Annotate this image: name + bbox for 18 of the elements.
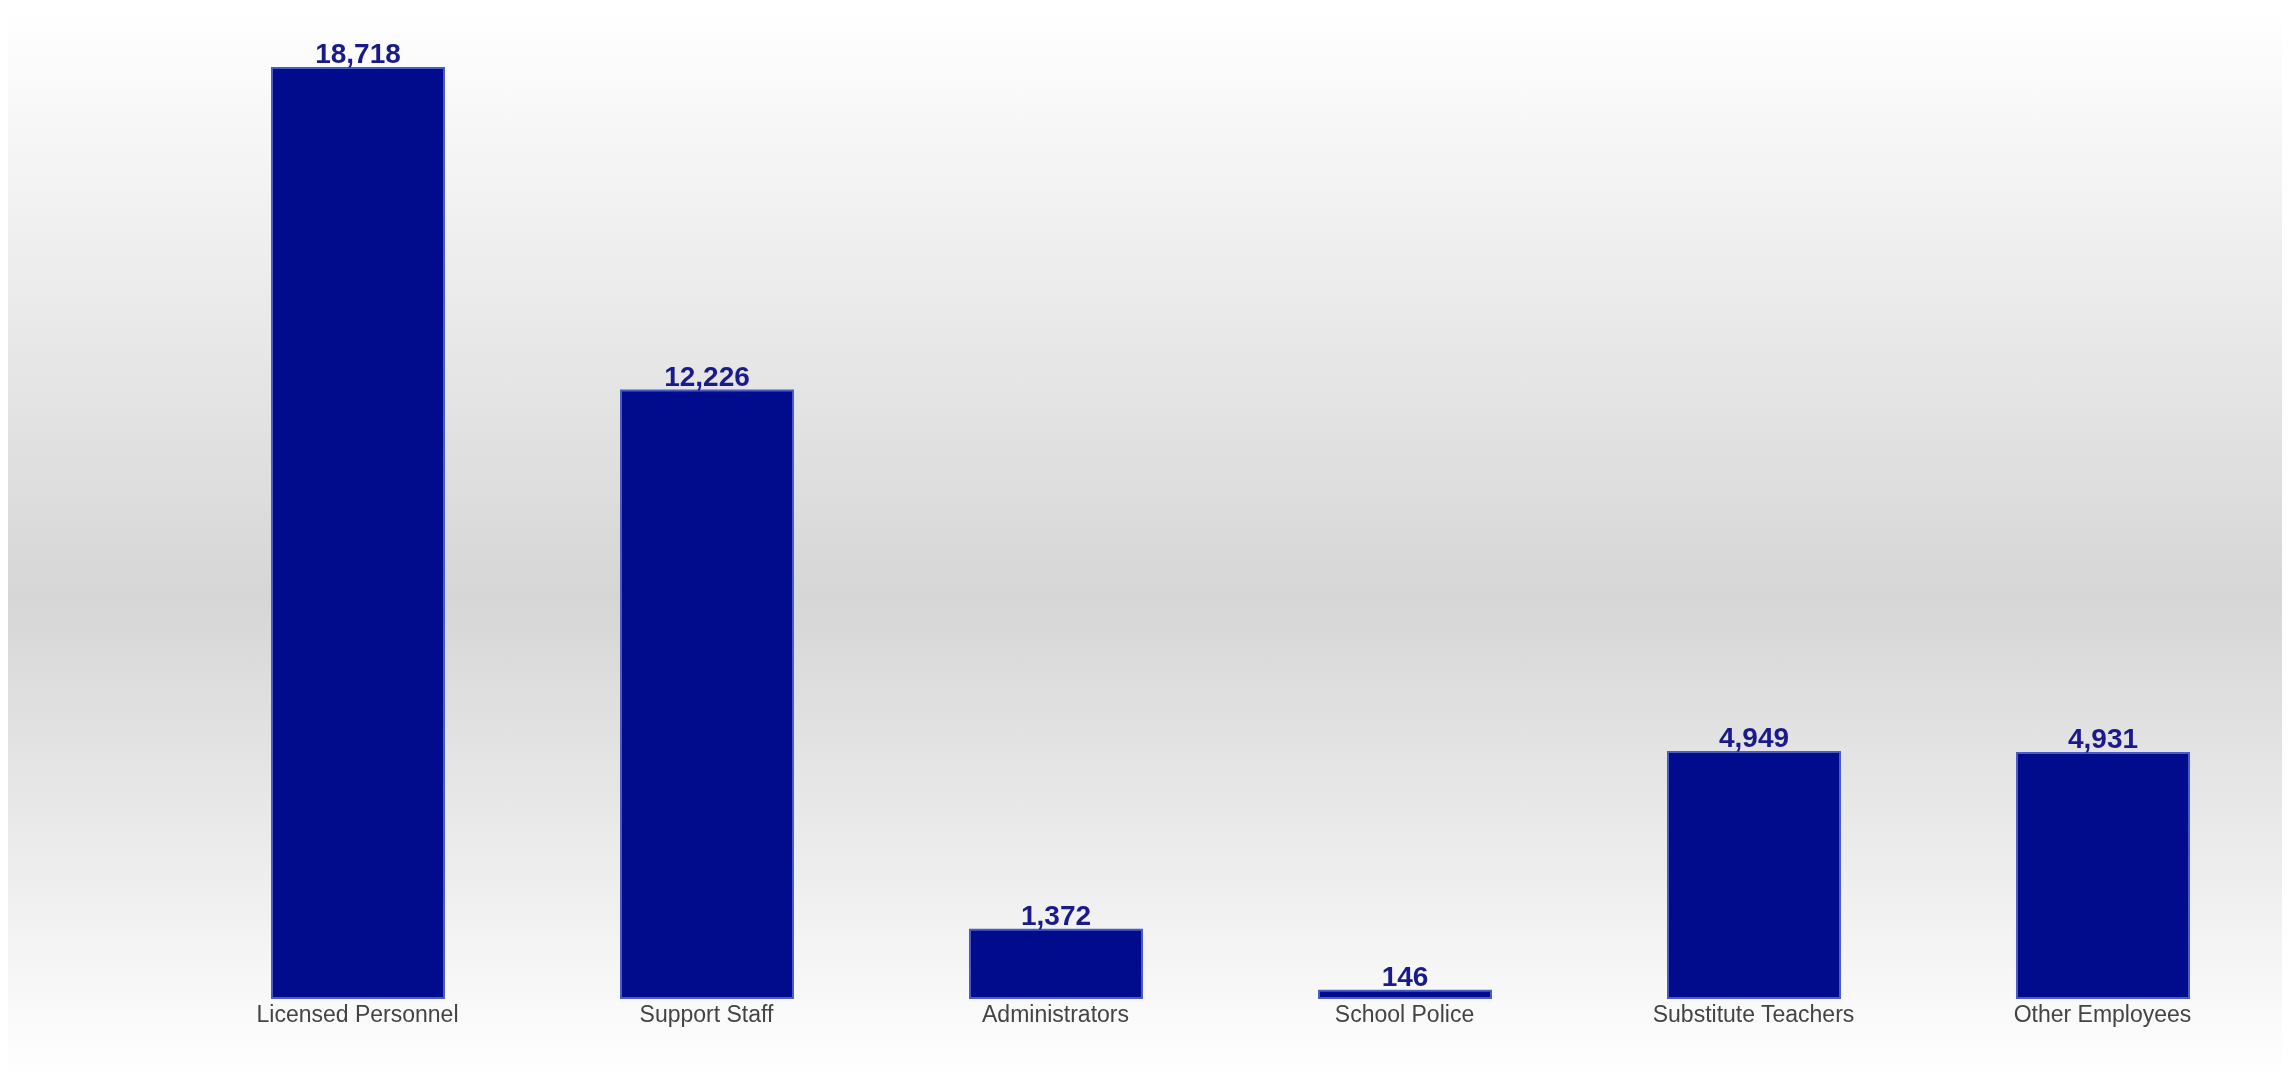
x-tick-label: Support Staff	[639, 1001, 775, 1028]
data-label: 12,226	[664, 360, 750, 392]
bar	[271, 67, 445, 999]
bar	[1318, 989, 1492, 999]
bar	[620, 389, 794, 999]
x-tick-label: Other Employees	[2013, 1001, 2192, 1028]
x-tick-label: Administrators	[982, 1001, 1129, 1028]
data-label: 1,372	[1020, 899, 1092, 931]
data-label: 146	[1381, 960, 1429, 992]
bar	[969, 928, 1143, 999]
data-label: 4,931	[2067, 723, 2139, 754]
data-label: 18,718	[315, 38, 401, 69]
data-label: 4,949	[1718, 722, 1790, 754]
bar	[2016, 752, 2190, 999]
bar	[1667, 751, 1841, 999]
x-tick-label: Substitute Teachers	[1652, 1001, 1855, 1028]
x-tick-label: School Police	[1334, 1001, 1475, 1028]
x-tick-label: Licensed Personnel	[256, 1001, 459, 1028]
